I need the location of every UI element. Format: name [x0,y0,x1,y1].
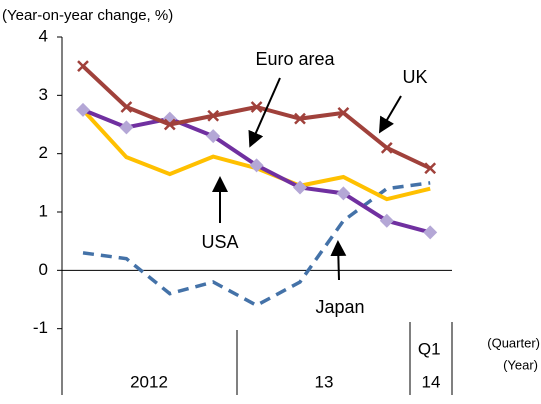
series-label: Euro area [255,49,335,69]
x-tick-label: Q1 [418,339,441,358]
arrow [248,77,281,148]
marker [207,109,220,122]
y-tick-label: 1 [39,201,48,220]
marker [250,101,263,113]
marker [249,158,264,173]
quarter-unit: (Quarter) [487,335,540,350]
arrow [330,240,347,281]
marker [380,141,393,154]
series-label: USA [201,232,238,252]
year-label: 2012 [130,372,168,391]
series-label: UK [402,67,427,87]
marker [336,186,351,201]
marker [77,60,89,73]
series-line [81,108,431,202]
arrow [378,95,402,134]
marker [163,118,176,131]
y-tick-label: 3 [39,85,48,104]
year-label: 13 [315,372,334,391]
marker [206,129,221,144]
y-tick-label: 2 [39,143,48,162]
marker [76,102,90,117]
marker [119,120,134,135]
y-tick-label: 0 [39,260,48,279]
y-tick-label: -1 [33,318,48,337]
marker [337,106,350,119]
series-line [82,181,431,308]
marker [120,101,133,113]
series-line [81,64,432,171]
marker [424,162,437,175]
marker [294,112,306,125]
marker [293,180,307,195]
y-tick-label: 4 [39,26,48,45]
y-axis-label: (Year-on-year change, %) [2,7,173,24]
year-label: 14 [422,372,441,391]
year-unit: (Year) [503,357,538,372]
marker [379,213,394,228]
series-label: Japan [315,297,364,317]
marker [423,225,438,240]
